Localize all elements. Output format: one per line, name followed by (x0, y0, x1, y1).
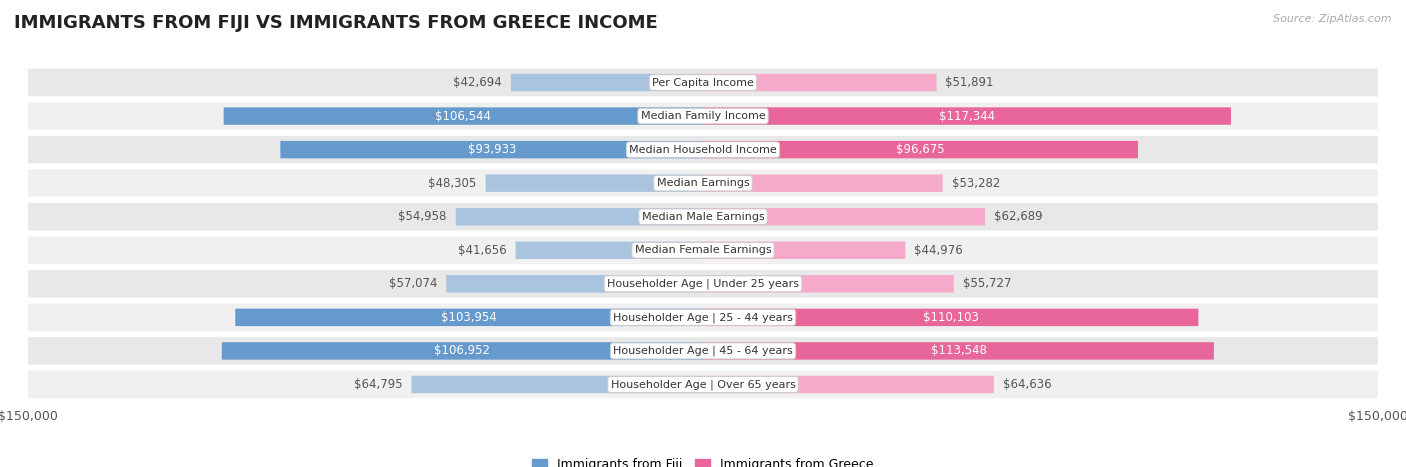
FancyBboxPatch shape (510, 74, 703, 91)
Text: Per Capita Income: Per Capita Income (652, 78, 754, 87)
Text: $64,795: $64,795 (354, 378, 402, 391)
FancyBboxPatch shape (516, 241, 703, 259)
Text: Householder Age | 45 - 64 years: Householder Age | 45 - 64 years (613, 346, 793, 356)
Text: $53,282: $53,282 (952, 177, 1000, 190)
Text: Householder Age | Over 65 years: Householder Age | Over 65 years (610, 379, 796, 390)
Text: $41,656: $41,656 (458, 244, 506, 257)
Text: $110,103: $110,103 (922, 311, 979, 324)
Text: $103,954: $103,954 (441, 311, 498, 324)
FancyBboxPatch shape (446, 275, 703, 292)
FancyBboxPatch shape (703, 342, 1213, 360)
Text: $44,976: $44,976 (914, 244, 963, 257)
Text: $64,636: $64,636 (1002, 378, 1052, 391)
Text: Median Male Earnings: Median Male Earnings (641, 212, 765, 222)
FancyBboxPatch shape (28, 69, 1378, 96)
Text: $93,933: $93,933 (468, 143, 516, 156)
FancyBboxPatch shape (703, 141, 1137, 158)
Text: Source: ZipAtlas.com: Source: ZipAtlas.com (1274, 14, 1392, 24)
FancyBboxPatch shape (703, 74, 936, 91)
FancyBboxPatch shape (703, 107, 1232, 125)
Text: $57,074: $57,074 (388, 277, 437, 290)
Text: $96,675: $96,675 (896, 143, 945, 156)
Text: $54,958: $54,958 (398, 210, 447, 223)
Text: $113,548: $113,548 (931, 345, 987, 357)
Text: $51,891: $51,891 (945, 76, 994, 89)
FancyBboxPatch shape (28, 304, 1378, 331)
FancyBboxPatch shape (703, 241, 905, 259)
FancyBboxPatch shape (28, 270, 1378, 297)
FancyBboxPatch shape (28, 236, 1378, 264)
Text: $62,689: $62,689 (994, 210, 1043, 223)
Text: Median Earnings: Median Earnings (657, 178, 749, 188)
FancyBboxPatch shape (703, 208, 986, 226)
FancyBboxPatch shape (28, 136, 1378, 163)
FancyBboxPatch shape (28, 337, 1378, 365)
Text: Median Female Earnings: Median Female Earnings (634, 245, 772, 255)
FancyBboxPatch shape (280, 141, 703, 158)
Text: Median Family Income: Median Family Income (641, 111, 765, 121)
FancyBboxPatch shape (703, 175, 943, 192)
Text: $106,544: $106,544 (436, 110, 491, 122)
FancyBboxPatch shape (703, 309, 1198, 326)
FancyBboxPatch shape (412, 376, 703, 393)
Text: Householder Age | 25 - 44 years: Householder Age | 25 - 44 years (613, 312, 793, 323)
Legend: Immigrants from Fiji, Immigrants from Greece: Immigrants from Fiji, Immigrants from Gr… (527, 453, 879, 467)
FancyBboxPatch shape (224, 107, 703, 125)
Text: Median Household Income: Median Household Income (628, 145, 778, 155)
FancyBboxPatch shape (485, 175, 703, 192)
Text: $42,694: $42,694 (453, 76, 502, 89)
FancyBboxPatch shape (703, 376, 994, 393)
Text: $106,952: $106,952 (434, 345, 491, 357)
FancyBboxPatch shape (28, 102, 1378, 130)
Text: $55,727: $55,727 (963, 277, 1011, 290)
FancyBboxPatch shape (703, 275, 953, 292)
Text: IMMIGRANTS FROM FIJI VS IMMIGRANTS FROM GREECE INCOME: IMMIGRANTS FROM FIJI VS IMMIGRANTS FROM … (14, 14, 658, 32)
FancyBboxPatch shape (28, 203, 1378, 231)
Text: Householder Age | Under 25 years: Householder Age | Under 25 years (607, 279, 799, 289)
FancyBboxPatch shape (222, 342, 703, 360)
FancyBboxPatch shape (28, 371, 1378, 398)
FancyBboxPatch shape (28, 170, 1378, 197)
FancyBboxPatch shape (456, 208, 703, 226)
FancyBboxPatch shape (235, 309, 703, 326)
Text: $117,344: $117,344 (939, 110, 995, 122)
Text: $48,305: $48,305 (429, 177, 477, 190)
